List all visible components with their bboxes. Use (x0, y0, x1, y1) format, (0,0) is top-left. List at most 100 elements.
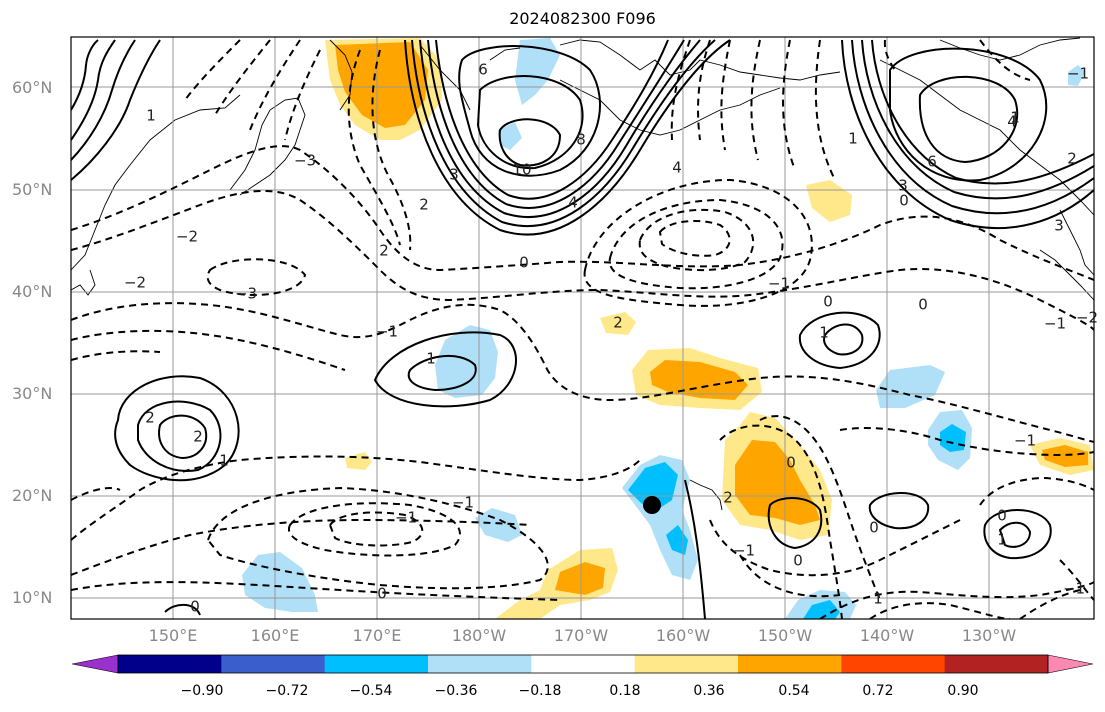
contour-high-west-inner (137, 400, 222, 472)
colorbar-segment (531, 655, 636, 673)
contour-label: 0 (377, 585, 387, 603)
lon-label-170e: 170°E (352, 626, 402, 645)
contour-high-6 (918, 75, 1019, 164)
contour-label: −1 (733, 542, 755, 560)
contour-label: −1 (1067, 65, 1089, 83)
colorbar-tick-label: 0.90 (947, 683, 979, 699)
contour-dash (839, 427, 1094, 457)
contour-label: 0 (519, 254, 529, 272)
contour-label: 3 (449, 166, 459, 184)
contour-dash (71, 329, 346, 371)
map-title: 2024082300 F096 (509, 9, 656, 28)
colorbar-extension-max (1047, 654, 1094, 674)
colorbar-segment (841, 655, 946, 673)
contour-label: 2 (145, 409, 155, 427)
colorbar-segment (221, 655, 326, 673)
contour-label: 1 (848, 130, 858, 148)
contour-label: −2 (1076, 309, 1098, 327)
contour-dash (719, 424, 843, 619)
shade-lightblue (498, 122, 522, 150)
contour-dash (819, 581, 1094, 619)
contour-dash (249, 39, 301, 131)
contour-high-east (798, 311, 881, 370)
lon-label-150e: 150°E (148, 626, 198, 645)
colorbar-tick-label: −0.36 (434, 683, 478, 699)
contour-label: 2 (1067, 150, 1077, 168)
contour-trough-pos (435, 39, 669, 200)
contour-trough-pos (419, 39, 701, 218)
colorbar-frame (117, 654, 1049, 674)
contour-label: −1 (452, 494, 474, 512)
contour-dash (287, 502, 461, 557)
contour-high-sub3 (983, 509, 1052, 560)
contour-dash (638, 208, 755, 272)
contour-low-8 (476, 75, 584, 170)
contour-dash (883, 39, 896, 71)
lon-label-130w: 130°W (961, 626, 1017, 645)
contour-dash (328, 511, 424, 547)
contour-dash (1019, 589, 1081, 619)
contour-label: 0 (899, 192, 909, 210)
shade-yellow (600, 312, 636, 335)
colorbar-segment (118, 655, 222, 673)
contour-label: −1 (1014, 432, 1036, 450)
storm-center-marker (643, 496, 661, 514)
contour-ridge-pos (851, 39, 1094, 215)
lat-label-20n: 20°N (12, 486, 53, 505)
lat-label-30n: 30°N (12, 384, 53, 403)
contour-ridge-pos (861, 39, 1094, 200)
contour-label: 0 (869, 519, 879, 537)
contour-label: 4 (568, 194, 578, 212)
contour-label: −1 (1063, 580, 1085, 598)
contour-label: 0 (918, 296, 928, 314)
contour-high-west-inner2 (158, 414, 208, 460)
contour-label: 2 (613, 314, 623, 332)
contour-dash (184, 39, 241, 101)
contour-dash (720, 39, 731, 151)
contour-label: −3 (294, 152, 316, 170)
contour-ridge-pos (871, 39, 1094, 185)
contour-label: −1 (395, 509, 417, 527)
contour-label: −3 (235, 285, 257, 303)
contour-label: 1 (1010, 109, 1020, 127)
shade-lightblue (1068, 65, 1085, 86)
contour-dash (71, 581, 561, 601)
lat-label-10n: 10°N (12, 588, 53, 607)
contour-high-4 (889, 47, 1048, 182)
colorbar-tick-label: 0.72 (862, 683, 894, 699)
contour-label: 2 (379, 242, 389, 260)
contour-label: 2 (723, 489, 733, 507)
contour-label: 1 (146, 107, 156, 125)
contour-low-10 (498, 118, 562, 167)
contour-marker-tail (684, 479, 706, 619)
contour-label: 1 (819, 324, 829, 342)
contour-label: 3 (898, 177, 908, 195)
map-background (71, 37, 1094, 619)
shade-orange (735, 440, 820, 525)
colorbar-segment (738, 655, 842, 673)
contour-label: 1 (997, 531, 1007, 549)
contour-dash (670, 39, 691, 141)
colorbar-tick-label: −0.18 (518, 683, 562, 699)
colorbar-tick-label: 0.18 (609, 683, 641, 699)
contour-label: 0 (786, 454, 796, 472)
lon-label-180w: 180°W (451, 626, 507, 645)
contour-dash (739, 554, 841, 598)
colorbar-tick-label: −0.90 (180, 683, 224, 699)
contour-label: 0 (997, 507, 1007, 525)
contour-high-sub3-inner (998, 521, 1032, 548)
contour-label: 6 (478, 61, 488, 79)
shade-orange (1042, 445, 1088, 467)
contour-high-pacific-inner (407, 354, 477, 392)
contour-dash (608, 198, 784, 290)
shade-lightblue (515, 38, 560, 105)
contour-label: 1 (219, 452, 229, 470)
contour-dash (979, 476, 1094, 506)
lat-label-50n: 50°N (12, 180, 53, 199)
contour-dash (71, 487, 121, 501)
contour-dash (814, 39, 836, 181)
contour-label: 0 (823, 293, 833, 311)
contour-dash (71, 455, 641, 541)
lon-label-170w: 170°W (553, 626, 609, 645)
contour-dash (71, 145, 1094, 281)
